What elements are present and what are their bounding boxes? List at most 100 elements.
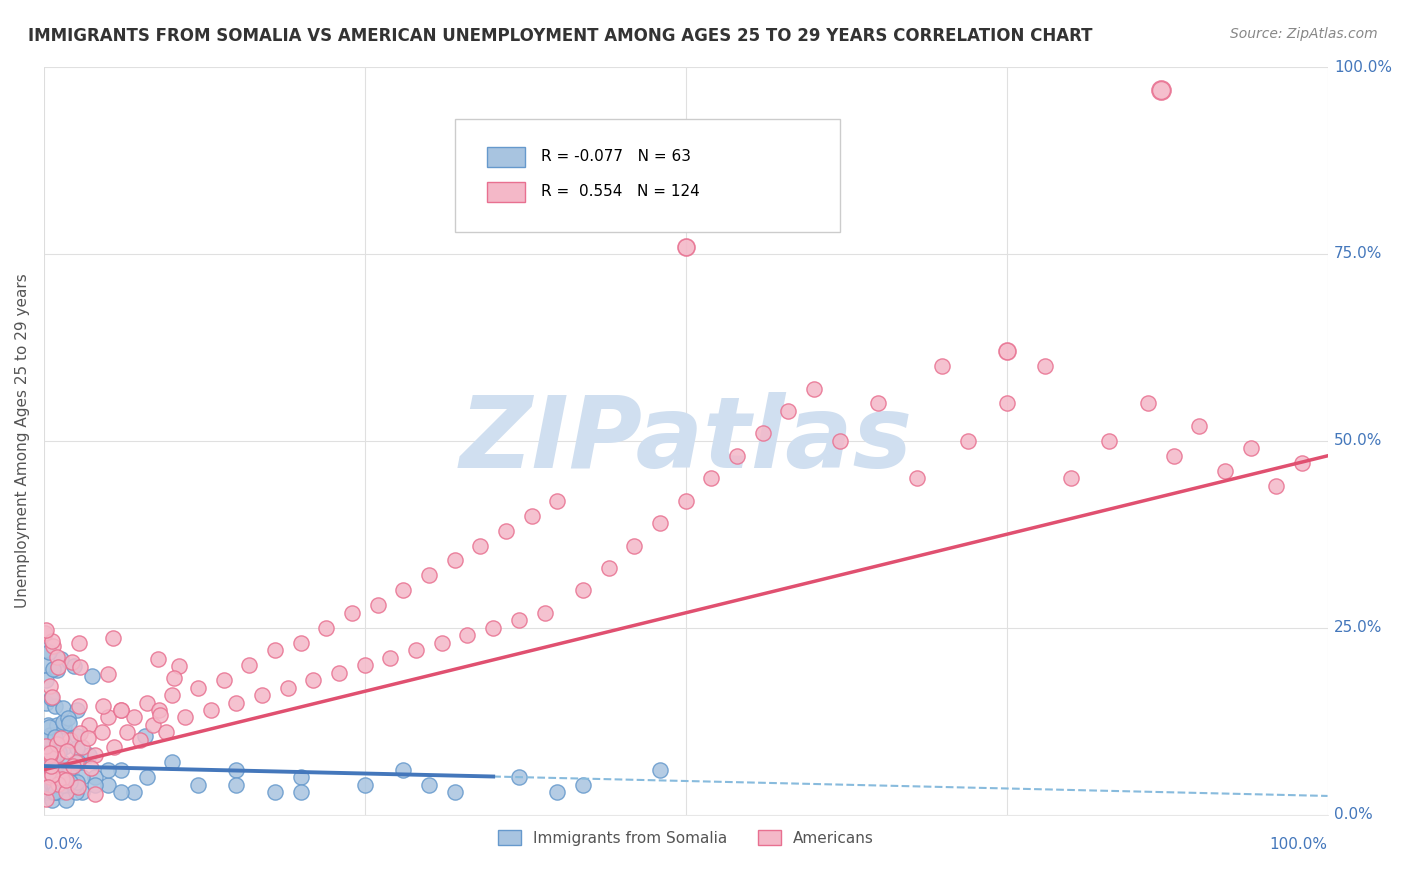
Point [72,785,94,799]
Point [35,791,58,805]
Point [457,628,479,642]
Point [167,659,190,673]
Point [35,770,58,784]
Point [51,756,73,770]
Point [675,493,697,508]
Point [37,732,59,747]
Point [84,778,107,792]
Point [44,763,66,777]
Point [56,763,79,777]
Point [443,785,465,799]
Point [290,770,312,784]
Point [35,623,58,637]
Point [225,763,247,777]
Point [66,741,89,756]
Point [38,721,60,735]
Point [598,561,620,575]
Point [162,756,184,770]
Point [110,703,132,717]
Point [46,737,69,751]
Point [42,785,65,799]
Point [84,770,107,784]
Point [187,681,209,695]
Point [67,636,90,650]
Point [77,731,100,745]
Point [53,740,76,755]
Point [149,707,172,722]
Point [328,665,350,680]
Text: 50.0%: 50.0% [1334,434,1382,449]
Text: IMMIGRANTS FROM SOMALIA VS AMERICAN UNEMPLOYMENT AMONG AGES 25 TO 29 YEARS CORRE: IMMIGRANTS FROM SOMALIA VS AMERICAN UNEM… [28,27,1092,45]
Point [200,703,222,717]
Point [56,711,79,725]
Text: 0.0%: 0.0% [1334,807,1372,822]
Point [418,568,440,582]
Point [58,732,80,747]
Point [72,770,94,784]
Point [35,696,58,710]
Bar [486,182,526,202]
Point [103,740,125,755]
Point [51,772,73,786]
Point [65,729,87,743]
Point [803,382,825,396]
Point [52,778,75,792]
Text: 100.0%: 100.0% [1270,837,1327,852]
Point [44,770,66,784]
Point [37,780,59,794]
Point [508,613,530,627]
Point [90,725,112,739]
Point [905,471,928,485]
Point [91,699,114,714]
Point [648,763,671,777]
Point [700,471,723,485]
Point [163,671,186,685]
Point [225,778,247,792]
Point [37,785,59,799]
Point [44,747,66,762]
Point [225,696,247,710]
Point [67,780,90,794]
Point [46,650,69,665]
Point [392,583,415,598]
Point [46,660,69,674]
Point [66,775,89,789]
Point [675,239,697,253]
Point [44,785,66,799]
Point [142,718,165,732]
Point [353,778,375,792]
Point [738,210,761,224]
Point [34,731,56,745]
Point [1239,442,1261,456]
Point [55,785,77,799]
Point [957,434,980,448]
Point [58,716,80,731]
Point [533,606,555,620]
Point [35,739,58,753]
Point [65,785,87,799]
Point [117,725,139,739]
Point [58,778,80,792]
Point [62,759,84,773]
Point [45,747,67,762]
Point [148,703,170,717]
Text: ZIPatlas: ZIPatlas [460,392,912,490]
Point [1033,359,1056,373]
Text: 100.0%: 100.0% [1334,60,1392,75]
Point [42,662,65,676]
Point [38,645,60,659]
Point [353,658,375,673]
Point [34,658,56,673]
Point [482,621,505,635]
Point [995,396,1018,410]
Point [39,758,62,772]
Point [62,659,84,673]
Point [96,667,118,681]
Point [44,778,66,792]
Point [1188,418,1211,433]
Text: R = -0.077   N = 63: R = -0.077 N = 63 [541,149,690,164]
Point [277,681,299,695]
Point [162,688,184,702]
Point [290,636,312,650]
Point [495,524,517,538]
